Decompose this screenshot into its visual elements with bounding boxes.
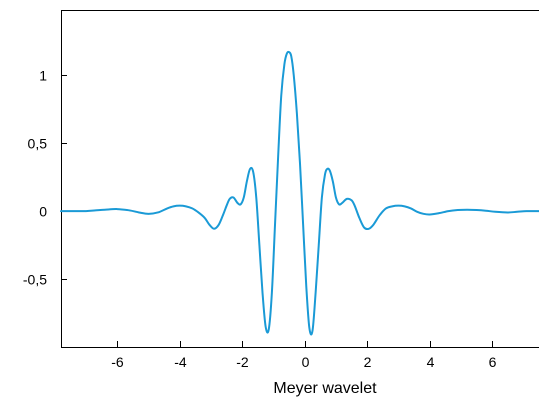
y-axis-ticks: -0,5 0 0,5 1 <box>23 68 67 288</box>
y-tick-label: -0,5 <box>23 272 47 288</box>
y-tick-label: 0,5 <box>28 136 48 152</box>
x-tick-label: 2 <box>364 354 372 370</box>
x-tick-label: -2 <box>236 354 249 370</box>
series-line <box>60 50 539 336</box>
y-tick-label: 1 <box>39 68 47 84</box>
y-tick-label: 0 <box>39 204 47 220</box>
plot-frame <box>61 10 539 348</box>
x-axis-ticks: -6 -4 -2 0 2 4 6 <box>111 341 497 370</box>
x-tick-label: 0 <box>302 354 310 370</box>
x-tick-label: 6 <box>489 354 497 370</box>
x-axis-label: Meyer wavelet <box>273 380 377 397</box>
x-tick-label: 4 <box>427 354 435 370</box>
x-tick-label: -6 <box>111 354 124 370</box>
x-tick-label: -4 <box>174 354 187 370</box>
